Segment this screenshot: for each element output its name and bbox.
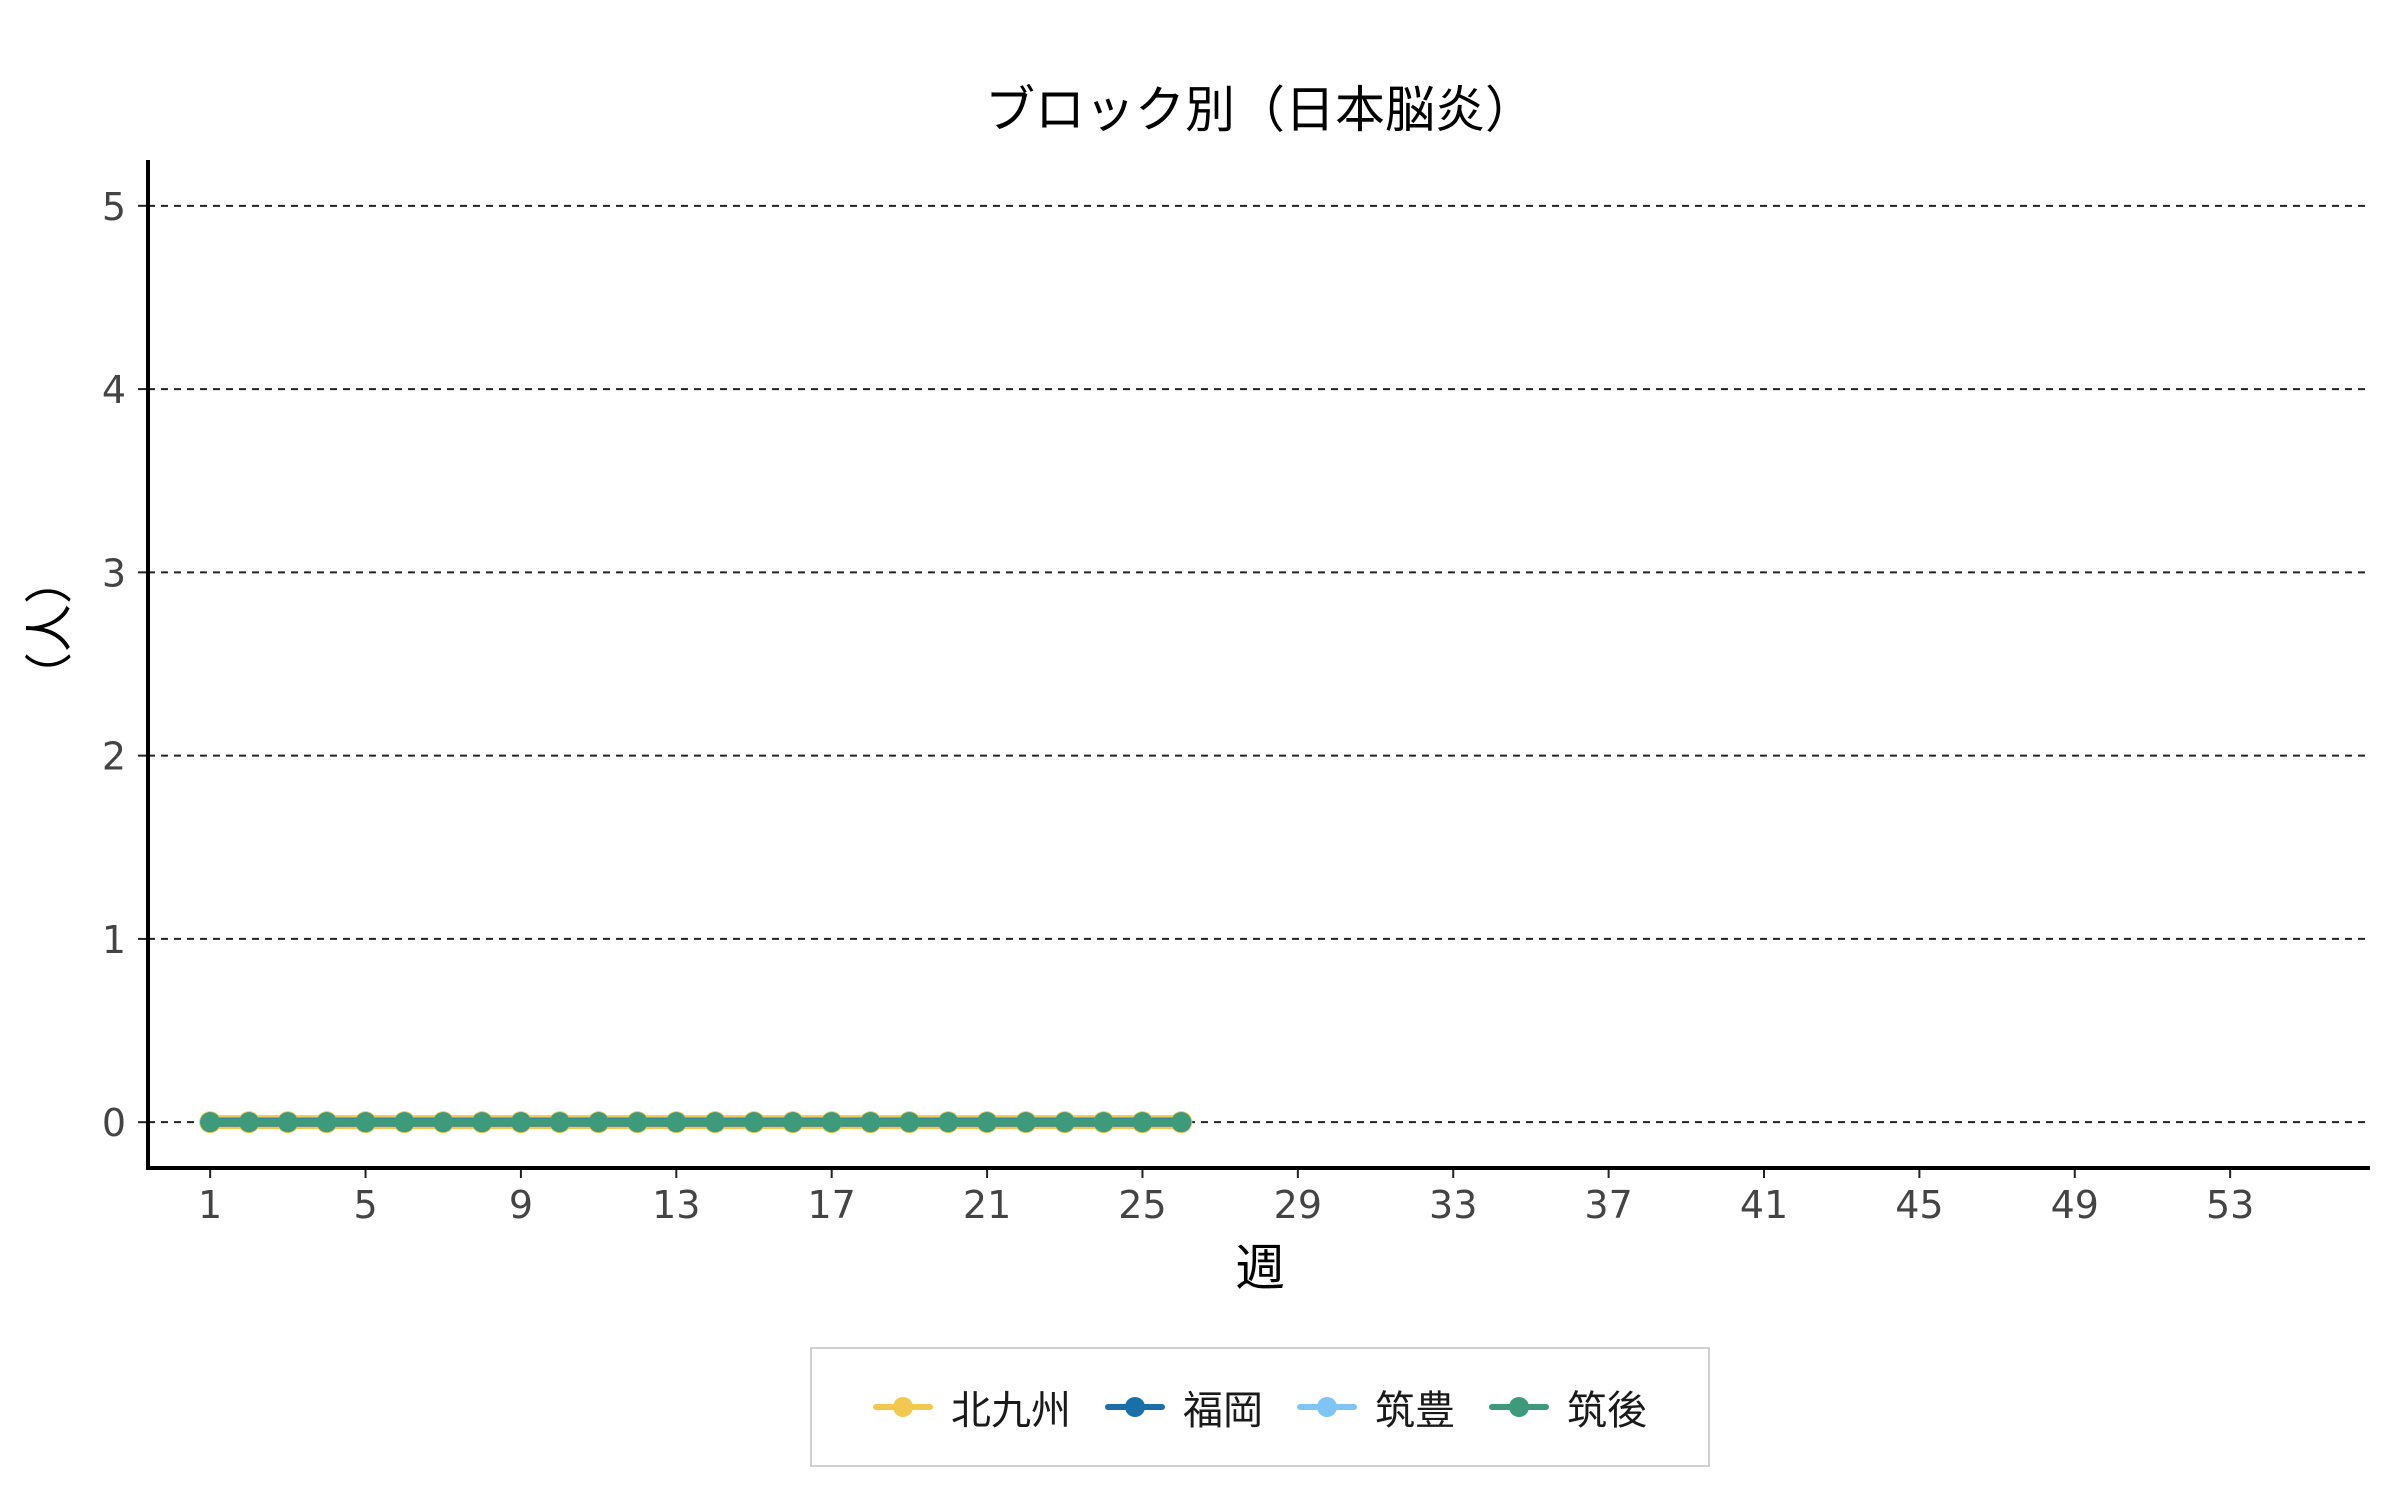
x-tick-label: 41 [1740,1183,1788,1227]
data-point [860,1112,881,1133]
x-tick-label: 49 [2051,1183,2099,1227]
data-point [899,1112,920,1133]
y-tick-label: 1 [102,918,126,962]
data-point [394,1112,415,1133]
y-tick-label: 2 [102,735,126,779]
legend-label: 福岡 [1183,1388,1263,1434]
data-point [627,1112,648,1133]
y-tick-label: 3 [102,551,126,595]
data-point [277,1112,298,1133]
data-point [1132,1112,1153,1133]
data-point [782,1112,803,1133]
legend-item: 北九州 [873,1378,1071,1436]
legend-label: 筑豊 [1375,1388,1455,1434]
x-tick-label: 9 [509,1183,533,1227]
x-tick-label: 25 [1118,1183,1166,1227]
legend-label: 北九州 [951,1388,1071,1434]
legend: 北九州 福岡 筑豊 筑後 [810,1347,1710,1467]
legend-label: 筑後 [1567,1388,1647,1434]
x-axis-label: 週 [1235,1239,1285,1297]
x-tick-label: 37 [1584,1183,1632,1227]
data-point [472,1112,493,1133]
data-point [744,1112,764,1133]
data-point [821,1112,842,1133]
x-tick-label: 53 [2206,1183,2254,1227]
y-tick-label: 4 [102,368,126,412]
legend-item: 筑豊 [1297,1378,1455,1436]
x-tick-label: 45 [1895,1183,1943,1227]
x-tick-label: 29 [1274,1183,1322,1227]
data-point [1015,1112,1036,1133]
data-point [200,1112,221,1133]
data-point [355,1112,376,1133]
data-point [938,1112,959,1133]
x-tick-label: 13 [652,1183,700,1227]
legend-key [1297,1397,1357,1417]
legend-key [1105,1397,1165,1417]
legend-key [873,1397,933,1417]
data-point [588,1112,609,1133]
data-point [239,1112,259,1133]
y-tick-label: 0 [102,1101,126,1145]
data-point [510,1112,531,1133]
data-point [433,1112,454,1133]
x-tick-label: 5 [353,1183,377,1227]
data-point [549,1112,570,1133]
x-tick-label: 1 [198,1183,222,1227]
y-tick-label: 5 [102,185,126,229]
data-point [1171,1112,1192,1133]
data-point [1054,1112,1075,1133]
legend-item: 筑後 [1489,1378,1647,1436]
x-tick-label: 17 [808,1183,856,1227]
legend-key [1489,1397,1549,1417]
data-point [1093,1112,1114,1133]
data-point [316,1112,337,1133]
data-point [666,1112,687,1133]
legend-item: 福岡 [1105,1378,1263,1436]
data-point [705,1112,726,1133]
x-tick-label: 21 [963,1183,1011,1227]
x-tick-label: 33 [1429,1183,1477,1227]
data-point [977,1112,998,1133]
chart-title: ブロック別（日本脳炎） [985,81,1535,139]
